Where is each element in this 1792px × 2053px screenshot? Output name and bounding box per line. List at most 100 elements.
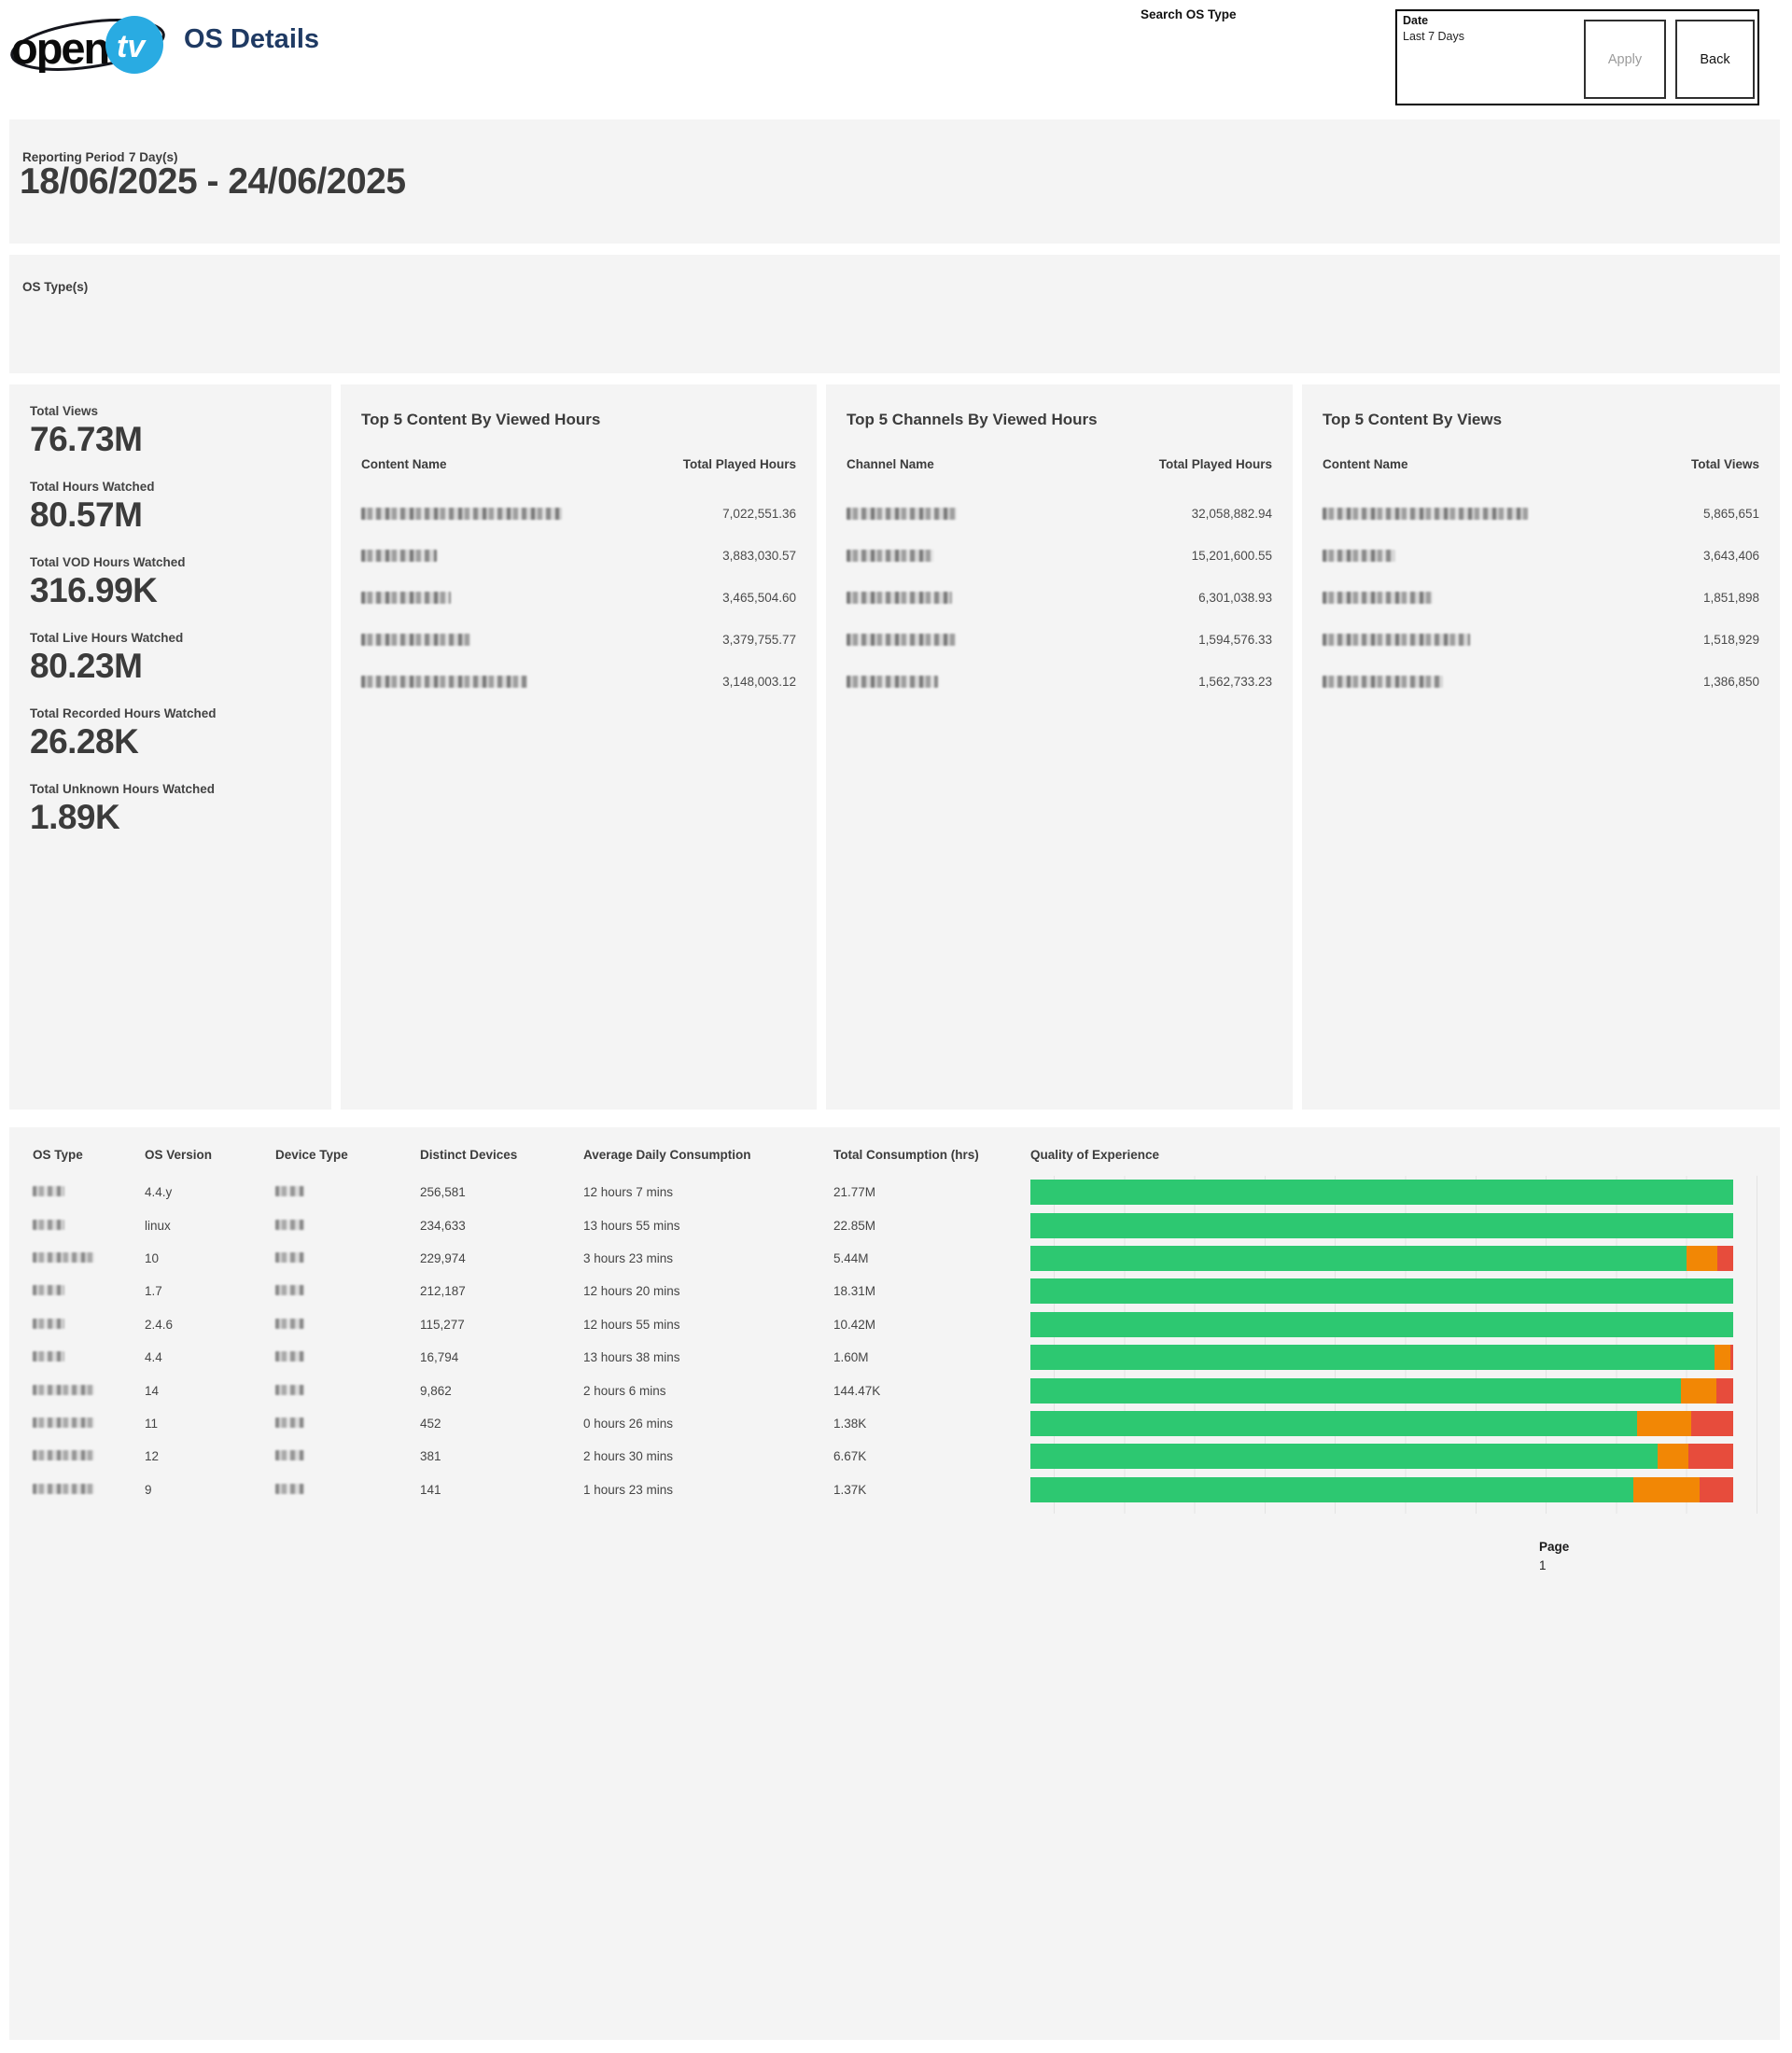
qoe-stacked-bar [1030, 1410, 1733, 1436]
qoe-segment-fair [1686, 1245, 1717, 1271]
os-version-cell: linux [145, 1218, 171, 1233]
table-row[interactable]: 11 452 0 hours 26 mins 1.38K [9, 1407, 1780, 1440]
pagination-current-page[interactable]: 1 [1539, 1558, 1547, 1572]
list-item[interactable]: 1,851,898 [1323, 577, 1759, 619]
redacted-name [361, 550, 437, 562]
table-row[interactable]: 9 141 1 hours 23 mins 1.37K [9, 1473, 1780, 1506]
list-item[interactable]: 1,562,733.23 [847, 661, 1272, 703]
card-title: Top 5 Channels By Viewed Hours [847, 411, 1098, 428]
top-content-by-views-card: Top 5 Content By Views Content Name Tota… [1302, 384, 1780, 1110]
os-version-cell: 14 [145, 1383, 160, 1398]
list-item[interactable]: 3,379,755.77 [361, 619, 796, 661]
top-content-by-hours-card: Top 5 Content By Viewed Hours Content Na… [341, 384, 817, 1110]
qoe-stacked-bar [1030, 1245, 1733, 1271]
stat-group: Total Hours Watched 80.57M [30, 480, 310, 535]
qoe-segment-good [1030, 1476, 1634, 1502]
redacted-os-type [33, 1417, 94, 1428]
qoe-stacked-bar [1030, 1180, 1733, 1206]
os-table-header: OS Type OS Version Device Type Distinct … [9, 1148, 1780, 1162]
list-item[interactable]: 3,883,030.57 [361, 535, 796, 577]
stat-group: Total VOD Hours Watched 316.99K [30, 555, 310, 610]
qoe-segment-good [1030, 1278, 1733, 1305]
table-row[interactable]: 2.4.6 115,277 12 hours 55 mins 10.42M [9, 1308, 1780, 1341]
device-type-cell [275, 1449, 420, 1463]
redacted-os-type [33, 1483, 94, 1494]
qoe-stacked-bar [1030, 1212, 1733, 1238]
column-header-total-consumption: Total Consumption (hrs) [833, 1148, 979, 1162]
played-hours-value: 1,562,733.23 [1198, 675, 1272, 689]
distinct-devices-cell: 16,794 [420, 1350, 459, 1365]
redacted-device-type [275, 1351, 304, 1362]
total-consumption-cell: 22.85M [833, 1218, 876, 1233]
date-filter-label: Date [1403, 14, 1429, 27]
played-hours-value: 6,301,038.93 [1198, 591, 1272, 605]
stat-group: Total Recorded Hours Watched 26.28K [30, 706, 310, 761]
list-item[interactable]: 1,386,850 [1323, 661, 1759, 703]
os-version-cell: 1.7 [145, 1284, 162, 1299]
total-consumption-cell: 6.67K [833, 1449, 867, 1464]
reporting-period-panel: Reporting Period 7 Day(s) 18/06/2025 - 2… [9, 119, 1780, 244]
table-row[interactable]: 14 9,862 2 hours 6 mins 144.47K [9, 1374, 1780, 1406]
played-hours-value: 3,883,030.57 [722, 549, 796, 563]
date-filter[interactable]: Date Last 7 Days Apply Back [1395, 9, 1759, 105]
column-header-avg-daily: Average Daily Consumption [583, 1148, 751, 1162]
redacted-name [1323, 634, 1470, 646]
back-button[interactable]: Back [1675, 20, 1755, 99]
list-item[interactable]: 15,201,600.55 [847, 535, 1272, 577]
reporting-period-label: Reporting Period [22, 150, 125, 164]
list-item[interactable]: 3,148,003.12 [361, 661, 796, 703]
table-row[interactable]: 4.4.y 256,581 12 hours 7 mins 21.77M [9, 1176, 1780, 1208]
views-value: 1,851,898 [1702, 591, 1759, 605]
top-channels-by-hours-card: Top 5 Channels By Viewed Hours Channel N… [826, 384, 1293, 1110]
qoe-stacked-bar [1030, 1278, 1733, 1305]
qoe-segment-good [1030, 1212, 1733, 1238]
os-type-cell [33, 1219, 145, 1233]
list-item[interactable]: 3,465,504.60 [361, 577, 796, 619]
date-filter-value[interactable]: Last 7 Days [1403, 30, 1465, 43]
played-hours-value: 7,022,551.36 [722, 507, 796, 521]
table-row[interactable]: 4.4 16,794 13 hours 38 mins 1.60M [9, 1341, 1780, 1374]
stat-value: 76.73M [30, 420, 143, 458]
distinct-devices-cell: 115,277 [420, 1317, 465, 1332]
distinct-devices-cell: 212,187 [420, 1284, 466, 1299]
stat-value: 80.23M [30, 647, 143, 685]
table-row[interactable]: 1.7 212,187 12 hours 20 mins 18.31M [9, 1275, 1780, 1307]
list-item[interactable]: 6,301,038.93 [847, 577, 1272, 619]
redacted-name [847, 508, 957, 520]
redacted-device-type [275, 1219, 304, 1230]
stat-label: Total Views [30, 404, 99, 418]
redacted-name [847, 550, 933, 562]
page-title: OS Details [184, 24, 320, 54]
redacted-os-type [33, 1251, 94, 1263]
list-item[interactable]: 5,865,651 [1323, 493, 1759, 535]
distinct-devices-cell: 256,581 [420, 1185, 466, 1200]
list-item[interactable]: 1,594,576.33 [847, 619, 1272, 661]
qoe-segment-poor [1690, 1410, 1733, 1436]
played-hours-value: 32,058,882.94 [1191, 507, 1272, 521]
os-type-cell [33, 1318, 145, 1332]
device-type-cell [275, 1219, 420, 1233]
table-row[interactable]: 12 381 2 hours 30 mins 6.67K [9, 1440, 1780, 1473]
redacted-name [1323, 592, 1433, 604]
avg-daily-consumption-cell: 2 hours 6 mins [583, 1383, 666, 1398]
redacted-name [361, 634, 470, 646]
list-item[interactable]: 3,643,406 [1323, 535, 1759, 577]
qoe-segment-fair [1658, 1444, 1688, 1470]
table-row[interactable]: linux 234,633 13 hours 55 mins 22.85M [9, 1208, 1780, 1241]
table-row[interactable]: 10 229,974 3 hours 23 mins 5.44M [9, 1242, 1780, 1275]
list-item[interactable]: 1,518,929 [1323, 619, 1759, 661]
os-type-cell [33, 1384, 145, 1398]
redacted-name [361, 676, 527, 688]
svg-text:open: open [11, 23, 108, 73]
device-type-cell [275, 1350, 420, 1364]
avg-daily-consumption-cell: 3 hours 23 mins [583, 1250, 674, 1265]
qoe-segment-good [1030, 1311, 1733, 1337]
card-title: Top 5 Content By Views [1323, 411, 1503, 428]
redacted-name [361, 508, 562, 520]
list-item[interactable]: 7,022,551.36 [361, 493, 796, 535]
qoe-stacked-bar [1030, 1444, 1733, 1470]
apply-button[interactable]: Apply [1584, 20, 1666, 99]
list-item[interactable]: 32,058,882.94 [847, 493, 1272, 535]
qoe-segment-poor [1729, 1345, 1733, 1371]
